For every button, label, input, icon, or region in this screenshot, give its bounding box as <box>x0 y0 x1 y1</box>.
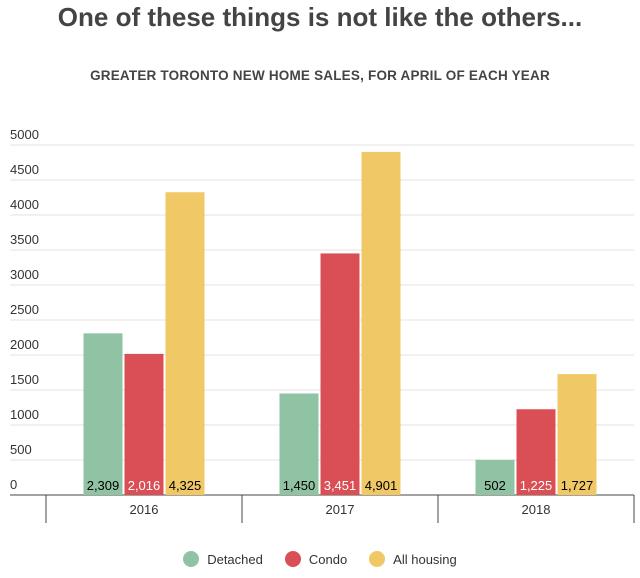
legend: Detached Condo All housing <box>0 551 640 567</box>
data-label: 4,901 <box>365 478 398 493</box>
y-tick-label: 3500 <box>10 232 39 247</box>
y-tick-label: 500 <box>10 442 32 457</box>
legend-item: All housing <box>369 551 457 567</box>
data-label: 2,016 <box>128 478 161 493</box>
data-label: 1,225 <box>520 478 553 493</box>
y-tick-label: 2000 <box>10 337 39 352</box>
legend-label: All housing <box>393 551 457 567</box>
x-tick-label: 2018 <box>522 502 551 517</box>
legend-swatch <box>369 551 386 567</box>
bar-detached-2016 <box>83 333 123 495</box>
data-label: 1,727 <box>561 478 594 493</box>
x-tick-label: 2016 <box>130 502 159 517</box>
bar-condo-2017 <box>320 253 360 495</box>
data-label: 502 <box>484 478 506 493</box>
headline: One of these things is not like the othe… <box>57 2 583 32</box>
bar-all-housing-2017 <box>361 151 401 495</box>
y-tick-label: 4000 <box>10 197 39 212</box>
data-label: 2,309 <box>87 478 120 493</box>
data-label: 1,450 <box>283 478 316 493</box>
bar-detached-2017 <box>279 393 319 495</box>
legend-label: Detached <box>207 551 263 567</box>
y-tick-label: 3000 <box>10 267 39 282</box>
legend-label: Condo <box>308 551 348 567</box>
legend-item: Detached <box>183 551 263 567</box>
y-tick-label: 2500 <box>10 302 39 317</box>
legend-item: Condo <box>284 551 348 567</box>
bar-condo-2018 <box>516 409 556 495</box>
y-tick-label: 0 <box>10 477 17 492</box>
data-label: 3,451 <box>324 478 357 493</box>
chart-title: GREATER TORONTO NEW HOME SALES, FOR APRI… <box>90 68 550 83</box>
bar-condo-2016 <box>124 353 164 495</box>
y-tick-label: 5000 <box>10 127 39 142</box>
bar-detached-2018 <box>475 459 515 495</box>
y-tick-label: 4500 <box>10 162 39 177</box>
data-label: 4,325 <box>169 478 202 493</box>
y-tick-label: 1000 <box>10 407 39 422</box>
bar-all-housing-2016 <box>165 192 205 495</box>
y-tick-label: 1500 <box>10 372 39 387</box>
legend-swatch <box>284 551 301 567</box>
x-tick-label: 2017 <box>326 502 355 517</box>
bar-all-housing-2018 <box>557 374 597 495</box>
legend-swatch <box>183 551 200 567</box>
